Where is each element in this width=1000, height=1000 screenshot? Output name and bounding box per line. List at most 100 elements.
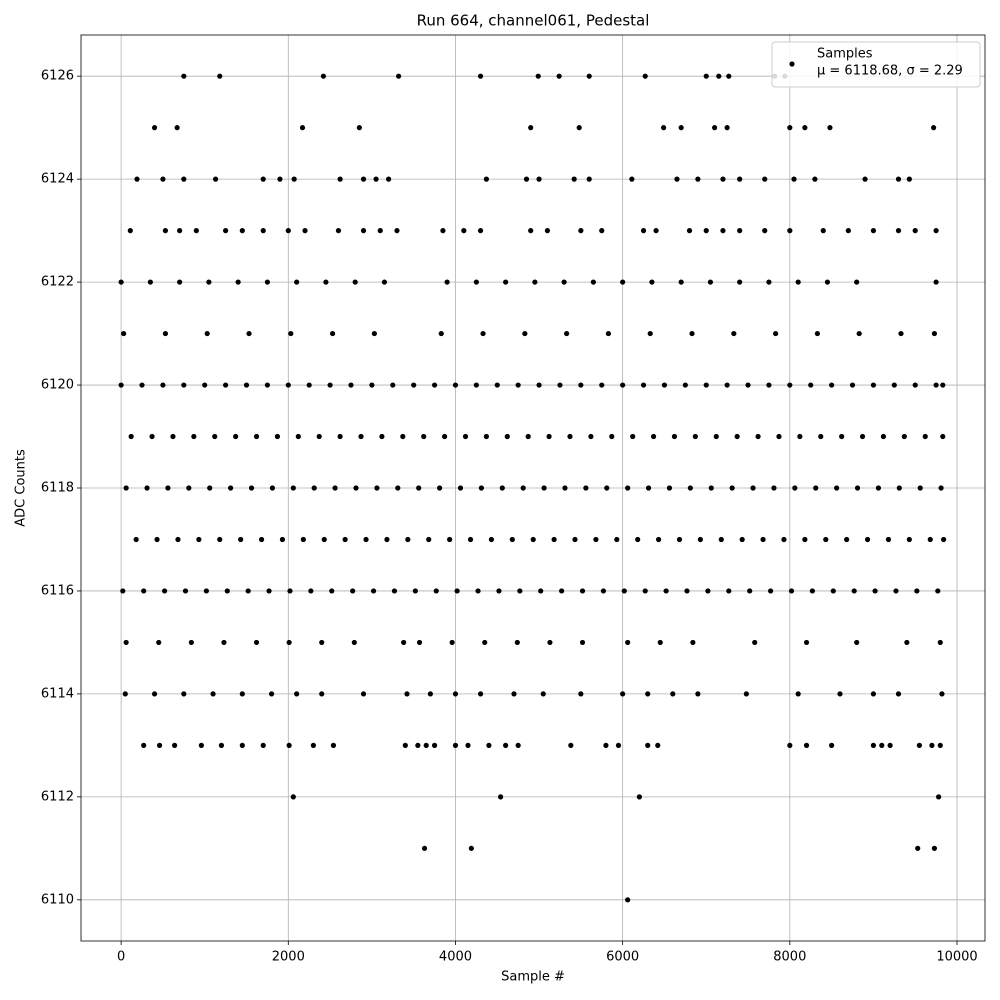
- point: [290, 794, 296, 800]
- point: [286, 639, 292, 646]
- point: [285, 228, 291, 234]
- point: [666, 485, 673, 491]
- point: [329, 330, 336, 337]
- point: [676, 536, 683, 543]
- point: [788, 588, 795, 594]
- point: [118, 279, 124, 285]
- point: [181, 691, 187, 697]
- point: [917, 485, 923, 491]
- point: [625, 485, 631, 491]
- point: [663, 588, 669, 594]
- point: [930, 125, 937, 131]
- point: [938, 485, 944, 491]
- y-tick-label: 6116: [41, 583, 74, 598]
- point: [509, 536, 515, 543]
- point: [203, 588, 209, 594]
- point: [174, 125, 180, 131]
- point: [687, 485, 693, 491]
- point: [935, 588, 941, 594]
- point: [776, 433, 782, 440]
- point: [705, 588, 711, 594]
- point: [233, 433, 239, 440]
- legend-box: [771, 41, 981, 88]
- point: [290, 485, 296, 491]
- point: [473, 279, 479, 285]
- point: [369, 382, 375, 388]
- point: [522, 330, 528, 337]
- point: [536, 382, 542, 388]
- point: [177, 228, 183, 234]
- point: [834, 485, 840, 491]
- point: [839, 433, 845, 440]
- point: [678, 125, 684, 131]
- point: [202, 382, 208, 388]
- point: [818, 433, 824, 440]
- point: [165, 485, 171, 491]
- point: [593, 536, 599, 543]
- point: [690, 639, 696, 646]
- point: [436, 485, 443, 491]
- point: [427, 691, 433, 697]
- point: [703, 73, 709, 79]
- point: [557, 382, 563, 388]
- point: [621, 588, 627, 594]
- point: [175, 536, 181, 543]
- point: [395, 485, 401, 491]
- point: [695, 176, 701, 182]
- point: [640, 228, 647, 234]
- point: [504, 433, 510, 440]
- point: [731, 330, 737, 337]
- point: [729, 485, 735, 491]
- point: [438, 330, 444, 337]
- point: [896, 485, 902, 491]
- point: [787, 382, 793, 388]
- point: [823, 536, 829, 543]
- point: [940, 433, 946, 440]
- y-tick-label: 6120: [41, 378, 74, 393]
- point: [515, 382, 521, 388]
- point: [311, 485, 317, 491]
- point: [329, 588, 335, 594]
- point: [941, 536, 947, 543]
- point: [726, 73, 732, 79]
- point: [295, 433, 301, 440]
- point: [760, 536, 766, 543]
- point: [564, 330, 570, 337]
- point: [523, 176, 530, 182]
- point: [870, 382, 877, 388]
- point: [258, 536, 265, 543]
- x-axis-label: Sample #: [501, 970, 565, 985]
- point: [803, 742, 810, 748]
- point: [248, 485, 255, 491]
- point: [384, 536, 390, 543]
- point: [160, 176, 166, 182]
- point: [916, 742, 922, 748]
- point: [465, 742, 471, 748]
- point: [260, 176, 266, 182]
- point: [635, 536, 641, 543]
- points-layer: [118, 73, 947, 903]
- point: [588, 433, 594, 440]
- point: [204, 330, 210, 337]
- point: [547, 639, 553, 646]
- point: [294, 691, 300, 697]
- point: [879, 742, 885, 748]
- point: [830, 588, 836, 594]
- point: [528, 228, 534, 234]
- point: [319, 691, 325, 697]
- point: [541, 485, 547, 491]
- point: [734, 433, 740, 440]
- point: [812, 176, 818, 182]
- point: [264, 382, 271, 388]
- y-tick-label: 6122: [41, 275, 74, 290]
- point: [538, 588, 544, 594]
- point: [246, 330, 252, 337]
- point: [379, 433, 385, 440]
- point: [885, 536, 892, 543]
- point: [212, 433, 218, 440]
- point: [198, 742, 204, 748]
- point: [499, 485, 505, 491]
- point: [893, 588, 899, 594]
